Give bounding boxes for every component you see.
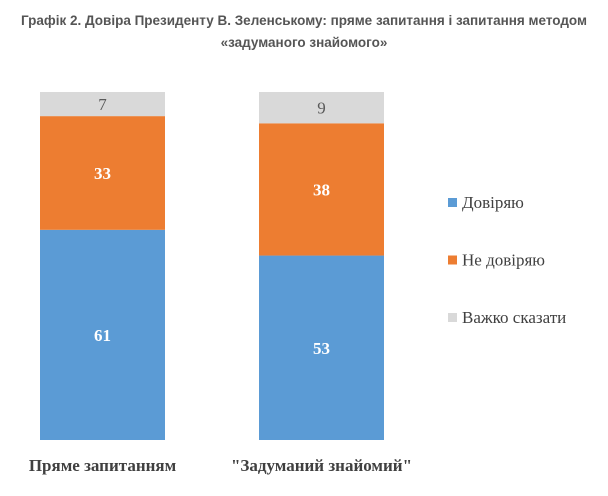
data-label: 9 [317,99,326,118]
data-label: 61 [94,326,111,345]
legend-swatch [448,255,457,265]
category-label: Пряме запитанням [29,456,177,475]
bar-segment [259,255,384,440]
chart-title: Графік 2. Довіра Президенту В. Зеленсько… [0,10,608,54]
bar-segment [259,92,384,124]
data-label: 38 [313,180,330,199]
bar-segment [40,92,165,117]
title-line-1: Графік 2. Довіра Президенту В. Зеленсько… [21,13,587,28]
category-label: "Задуманий знайомий" [231,456,412,475]
data-label: 53 [313,339,330,358]
legend-label: Важко сказати [462,308,566,327]
legend-label: Довіряю [462,193,524,212]
legend-swatch [448,313,457,322]
bar-segment [40,229,165,440]
title-line-2: «задуманого знайомого» [220,35,388,50]
legend-swatch [448,198,457,207]
bar-segment [259,123,384,256]
data-label: 33 [94,164,111,183]
bar-segment [40,116,165,230]
legend-label: Не довіряю [462,251,545,270]
data-label: 7 [98,95,107,114]
